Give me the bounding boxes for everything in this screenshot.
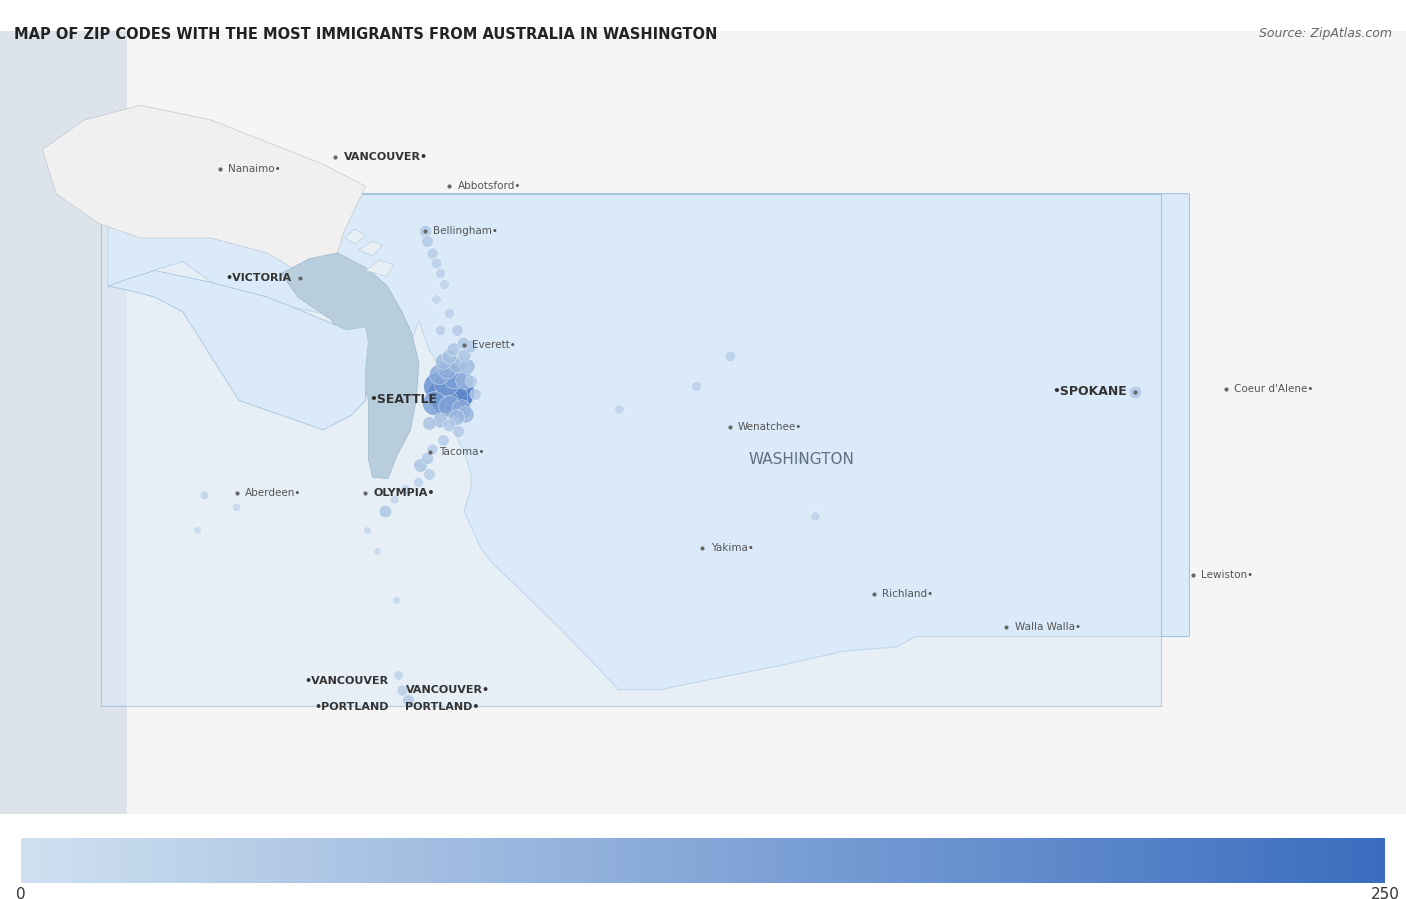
Point xyxy=(456,360,478,374)
Point xyxy=(446,323,468,337)
Text: •VICTORIA: •VICTORIA xyxy=(225,273,291,283)
Point xyxy=(425,256,447,271)
Point xyxy=(418,415,440,430)
Text: WASHINGTON: WASHINGTON xyxy=(748,452,855,467)
Polygon shape xyxy=(366,260,394,276)
Point xyxy=(391,682,413,697)
Point xyxy=(413,224,436,238)
Point xyxy=(433,277,456,291)
Point xyxy=(429,323,451,337)
Text: Bellingham•: Bellingham• xyxy=(433,226,498,236)
Point xyxy=(718,349,741,363)
Text: PORTLAND•: PORTLAND• xyxy=(405,702,479,712)
Point xyxy=(418,467,440,481)
Text: Nanaimo•: Nanaimo• xyxy=(228,165,281,174)
Point xyxy=(387,668,409,682)
Point xyxy=(420,442,443,457)
Point xyxy=(394,482,416,496)
Point xyxy=(437,307,460,321)
Point xyxy=(366,544,388,558)
Point xyxy=(441,342,464,356)
Text: Aberdeen•: Aberdeen• xyxy=(246,487,302,498)
Text: OLYMPIA•: OLYMPIA• xyxy=(374,487,436,498)
Point xyxy=(437,349,460,363)
Point xyxy=(458,339,481,353)
Text: Lewiston•: Lewiston• xyxy=(1201,570,1253,580)
Text: MAP OF ZIP CODES WITH THE MOST IMMIGRANTS FROM AUSTRALIA IN WASHINGTON: MAP OF ZIP CODES WITH THE MOST IMMIGRANT… xyxy=(14,27,717,42)
Point xyxy=(193,487,215,502)
Text: VANCOUVER•: VANCOUVER• xyxy=(343,153,427,163)
Polygon shape xyxy=(108,193,1189,690)
Point xyxy=(429,266,451,280)
Text: •VANCOUVER: •VANCOUVER xyxy=(305,676,389,686)
Point xyxy=(790,452,813,467)
Point xyxy=(427,367,450,381)
Point xyxy=(437,399,460,414)
Point xyxy=(464,387,486,402)
Point xyxy=(425,291,447,306)
Point xyxy=(409,458,432,473)
Point xyxy=(432,353,454,368)
Text: Walla Walla•: Walla Walla• xyxy=(1015,622,1081,632)
Text: Coeur d'Alene•: Coeur d'Alene• xyxy=(1234,384,1313,394)
Point xyxy=(420,245,443,260)
Point xyxy=(454,406,477,421)
Point xyxy=(447,424,470,439)
Text: Source: ZipAtlas.com: Source: ZipAtlas.com xyxy=(1258,27,1392,40)
Point xyxy=(446,356,468,370)
Point xyxy=(423,396,446,411)
Point xyxy=(607,402,630,416)
Point xyxy=(416,450,439,465)
Text: Everett•: Everett• xyxy=(472,340,516,350)
Text: •SPOKANE: •SPOKANE xyxy=(1052,385,1126,398)
Point xyxy=(432,433,454,448)
Point xyxy=(434,376,457,390)
Point xyxy=(225,500,247,514)
Point xyxy=(385,592,408,607)
Point xyxy=(186,523,208,538)
Point xyxy=(453,372,475,387)
Point xyxy=(453,347,475,361)
Point xyxy=(441,390,464,405)
Text: VANCOUVER•: VANCOUVER• xyxy=(406,685,489,695)
Polygon shape xyxy=(108,271,368,430)
Point xyxy=(436,362,458,377)
Point xyxy=(437,418,460,432)
Bar xyxy=(0,31,127,814)
Text: Tacoma•: Tacoma• xyxy=(439,447,484,457)
Text: Richland•: Richland• xyxy=(883,590,934,600)
Point xyxy=(443,369,465,384)
Text: •PORTLAND: •PORTLAND xyxy=(314,702,388,712)
Text: Wenatchee•: Wenatchee• xyxy=(738,422,803,432)
Point xyxy=(804,508,827,522)
Point xyxy=(406,475,429,489)
Point xyxy=(432,387,454,402)
Text: Abbotsford•: Abbotsford• xyxy=(457,181,522,191)
Polygon shape xyxy=(344,229,366,244)
Bar xyxy=(101,194,1161,706)
Polygon shape xyxy=(42,105,366,278)
Point xyxy=(396,693,419,708)
Text: Yakima•: Yakima• xyxy=(710,543,754,553)
Point xyxy=(450,402,472,416)
Text: •SEATTLE: •SEATTLE xyxy=(368,393,437,406)
Point xyxy=(374,503,396,518)
Point xyxy=(429,413,451,427)
Point xyxy=(382,492,405,506)
Polygon shape xyxy=(359,241,382,256)
Point xyxy=(437,381,460,396)
Point xyxy=(426,378,449,393)
Point xyxy=(356,523,378,538)
Point xyxy=(685,378,707,393)
Point xyxy=(433,393,456,407)
Point xyxy=(444,385,467,399)
Point xyxy=(444,409,467,423)
Point xyxy=(451,335,474,350)
Polygon shape xyxy=(281,253,419,478)
Point xyxy=(1123,385,1146,399)
Point xyxy=(416,234,439,248)
Point xyxy=(460,374,482,388)
